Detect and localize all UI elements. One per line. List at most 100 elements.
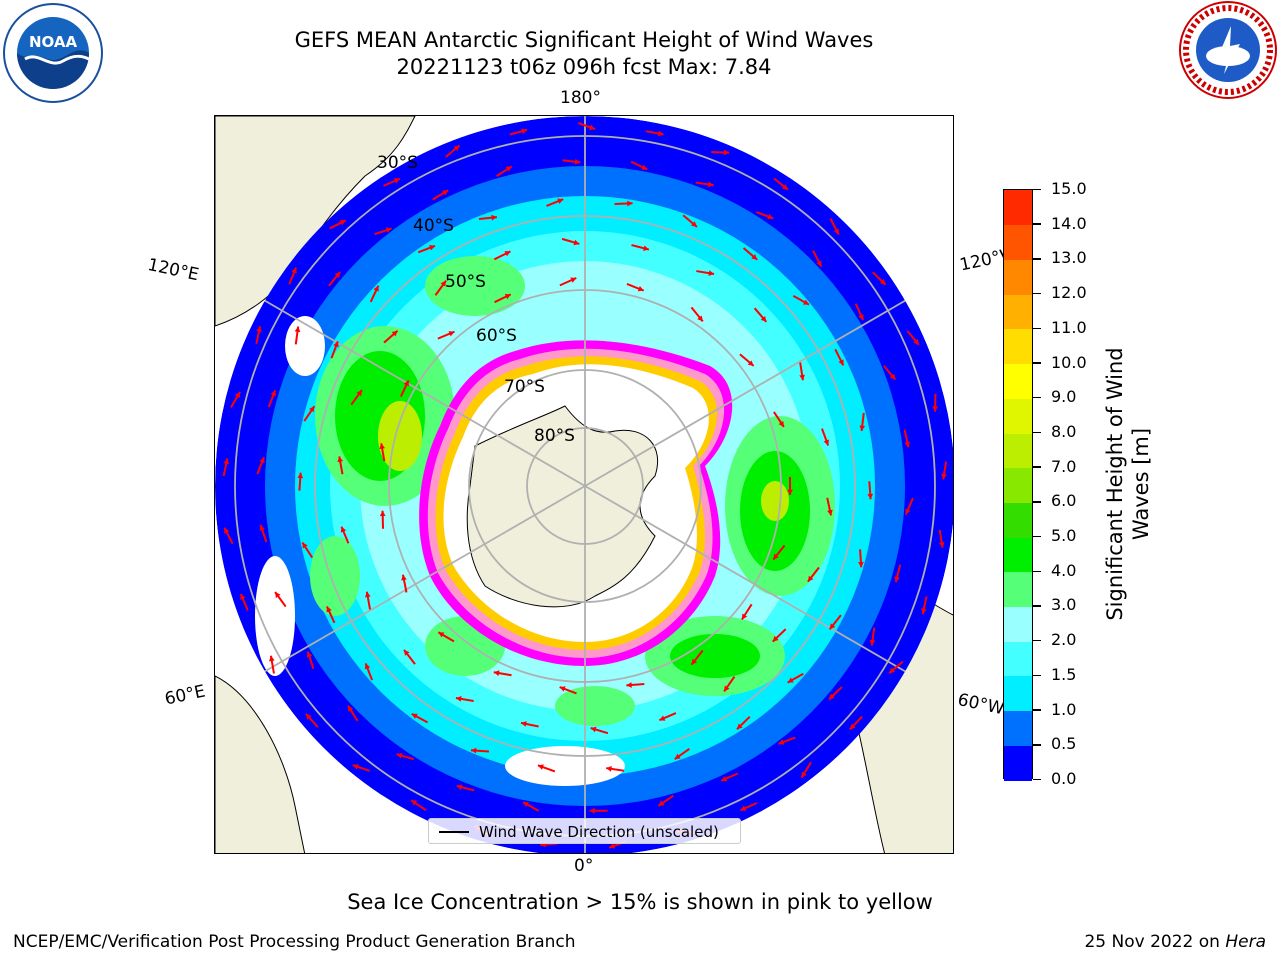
colorbar-ticks: 0.0 0.5 1.0 1.5 2.0 3.0 4.0 5.0 6.0 7.0 8.0 9.0 10.0…	[1033, 180, 1113, 788]
wind-wave-arrow-head	[740, 805, 747, 811]
wind-wave-arrow-head	[708, 270, 715, 276]
colorbar-segment	[1004, 571, 1032, 608]
wind-wave-arrow-head	[904, 441, 911, 448]
wind-wave-arrow-head	[760, 315, 767, 322]
colorbar-tick-label: 9.0	[1033, 388, 1076, 406]
wind-wave-arrow-head	[334, 271, 341, 278]
colorbar-tick-label: 2.0	[1033, 631, 1076, 649]
wind-wave-arrow-head	[778, 739, 785, 745]
wind-wave-arrow-head	[270, 390, 277, 397]
wind-wave-arrow-head	[849, 723, 856, 730]
wind-wave-arrow-head	[259, 524, 266, 531]
wind-wave-arrow-head	[574, 158, 581, 165]
legend-line-swatch	[439, 831, 469, 833]
wind-wave-arrow-head	[504, 294, 511, 300]
wind-wave-arrow-head	[691, 658, 698, 665]
colorbar-tick-label: 14.0	[1033, 214, 1087, 233]
wind-wave-arrow-head	[504, 251, 511, 257]
colorbar-tick-label: 3.0	[1033, 596, 1076, 614]
wind-wave-arrow-head	[352, 764, 359, 770]
wind-wave-arrow-head	[823, 439, 830, 446]
colorbar-segment	[1004, 190, 1032, 226]
wind-wave-arrow-head	[751, 254, 758, 260]
colorbar-tick-label: 0.5	[1033, 735, 1076, 753]
colorbar-segment	[1004, 363, 1032, 399]
wind-wave-arrow-head	[626, 682, 632, 688]
wind-wave-arrow-head	[659, 715, 666, 721]
wind-wave-arrow-head	[707, 181, 714, 188]
lat-label-50s: 50°S	[445, 272, 486, 292]
wind-wave-arrow-head	[643, 245, 649, 252]
wind-wave-arrow-head	[333, 341, 339, 348]
wind-wave-arrow-head	[691, 221, 697, 227]
wind-wave-arrow-head	[827, 509, 833, 516]
wind-wave-arrow-head	[396, 752, 403, 759]
wind-wave-arrow-head	[234, 391, 241, 398]
wind-wave-arrow-head	[674, 753, 681, 760]
wind-wave-arrow-head	[522, 802, 529, 808]
wind-wave-arrow-head	[268, 655, 275, 662]
wind-wave-arrow-head	[772, 635, 779, 642]
wind-wave-arrow-head	[736, 723, 743, 730]
wind-wave-arrow-head	[609, 843, 616, 849]
colorbar-segment	[1004, 432, 1032, 469]
wind-wave-arrow-head	[889, 373, 896, 380]
wind-wave-arrow-head	[724, 685, 730, 692]
wind-wave-arrow-head	[297, 472, 304, 479]
wind-wave-arrow-head	[782, 184, 788, 190]
colorbar-segment	[1004, 294, 1032, 330]
colorbar-segment	[1004, 328, 1032, 365]
wind-wave-arrow-head	[326, 606, 332, 613]
wind-wave-arrow-head	[429, 245, 436, 251]
wind-wave-arrow-head	[829, 623, 836, 630]
colorbar-tick-label: 7.0	[1033, 457, 1076, 476]
wind-wave-arrow-head	[869, 639, 876, 646]
colorbar-tick-label: 1.5	[1033, 665, 1076, 684]
land-africa	[215, 675, 306, 853]
lat-label-40s: 40°S	[413, 216, 454, 236]
wind-wave-arrow-head	[833, 228, 839, 235]
wind-wave-arrow-head	[828, 693, 835, 700]
wind-wave-arrow-head	[747, 360, 754, 366]
lat-label-80s: 80°S	[534, 426, 575, 446]
wind-wave-arrow-head	[570, 277, 577, 283]
wind-wave-arrow-head	[448, 331, 455, 337]
footer-credit: NCEP/EMC/Verification Post Processing Pr…	[13, 932, 576, 952]
wind-wave-arrow-head	[521, 128, 528, 135]
colorbar-segment	[1004, 675, 1032, 712]
wind-wave-arrow-head	[404, 649, 410, 656]
wind-wave-arrow-head	[379, 510, 386, 517]
wind-wave-arrow-head	[411, 800, 418, 806]
wind-wave-arrow-head	[364, 663, 371, 670]
wind-wave-arrow-head	[905, 508, 911, 515]
wind-wave-arrow-head	[491, 214, 497, 221]
wind-wave-arrow-head	[697, 315, 703, 322]
wind-wave-arrow-head	[275, 592, 281, 598]
legend-label: Wind Wave Direction (unscaled)	[479, 823, 719, 841]
wind-wave-arrow-head	[858, 561, 864, 568]
wind-wave-arrow-head	[347, 705, 354, 712]
wind-wave-arrow-head	[537, 764, 544, 770]
wind-wave-arrow-head	[858, 314, 864, 321]
wind-wave-arrow-head	[385, 227, 392, 233]
wind-wave-arrow-head	[778, 420, 784, 427]
lat-label-60s: 60°S	[476, 326, 517, 346]
wind-wave-arrow-head	[741, 613, 748, 620]
lat-label-70s: 70°S	[504, 377, 545, 397]
chart-title: GEFS MEAN Antarctic Significant Height o…	[294, 28, 874, 52]
wind-wave-arrow-head	[456, 784, 463, 791]
wind-wave-arrow-head	[557, 198, 564, 204]
colorbar-segment	[1004, 467, 1032, 503]
wind-wave-arrow-head	[867, 493, 874, 500]
colorbar-segment	[1004, 606, 1032, 642]
chart-subtitle: 20221123 t06z 096h fcst Max: 7.84	[396, 55, 772, 79]
wind-wave-arrow-head	[455, 696, 462, 702]
wind-wave-arrow-head	[658, 800, 665, 806]
colorbar-tick-label: 15.0	[1033, 180, 1087, 198]
colorbar-segment	[1004, 537, 1032, 573]
wind-wave-arrow-head	[356, 390, 362, 397]
wind-wave-arrow-head	[411, 713, 418, 719]
wind-wave-arrow-head	[294, 326, 301, 333]
wind-wave-arrow-head	[442, 190, 449, 196]
wind-wave-arrow-head	[391, 330, 398, 337]
